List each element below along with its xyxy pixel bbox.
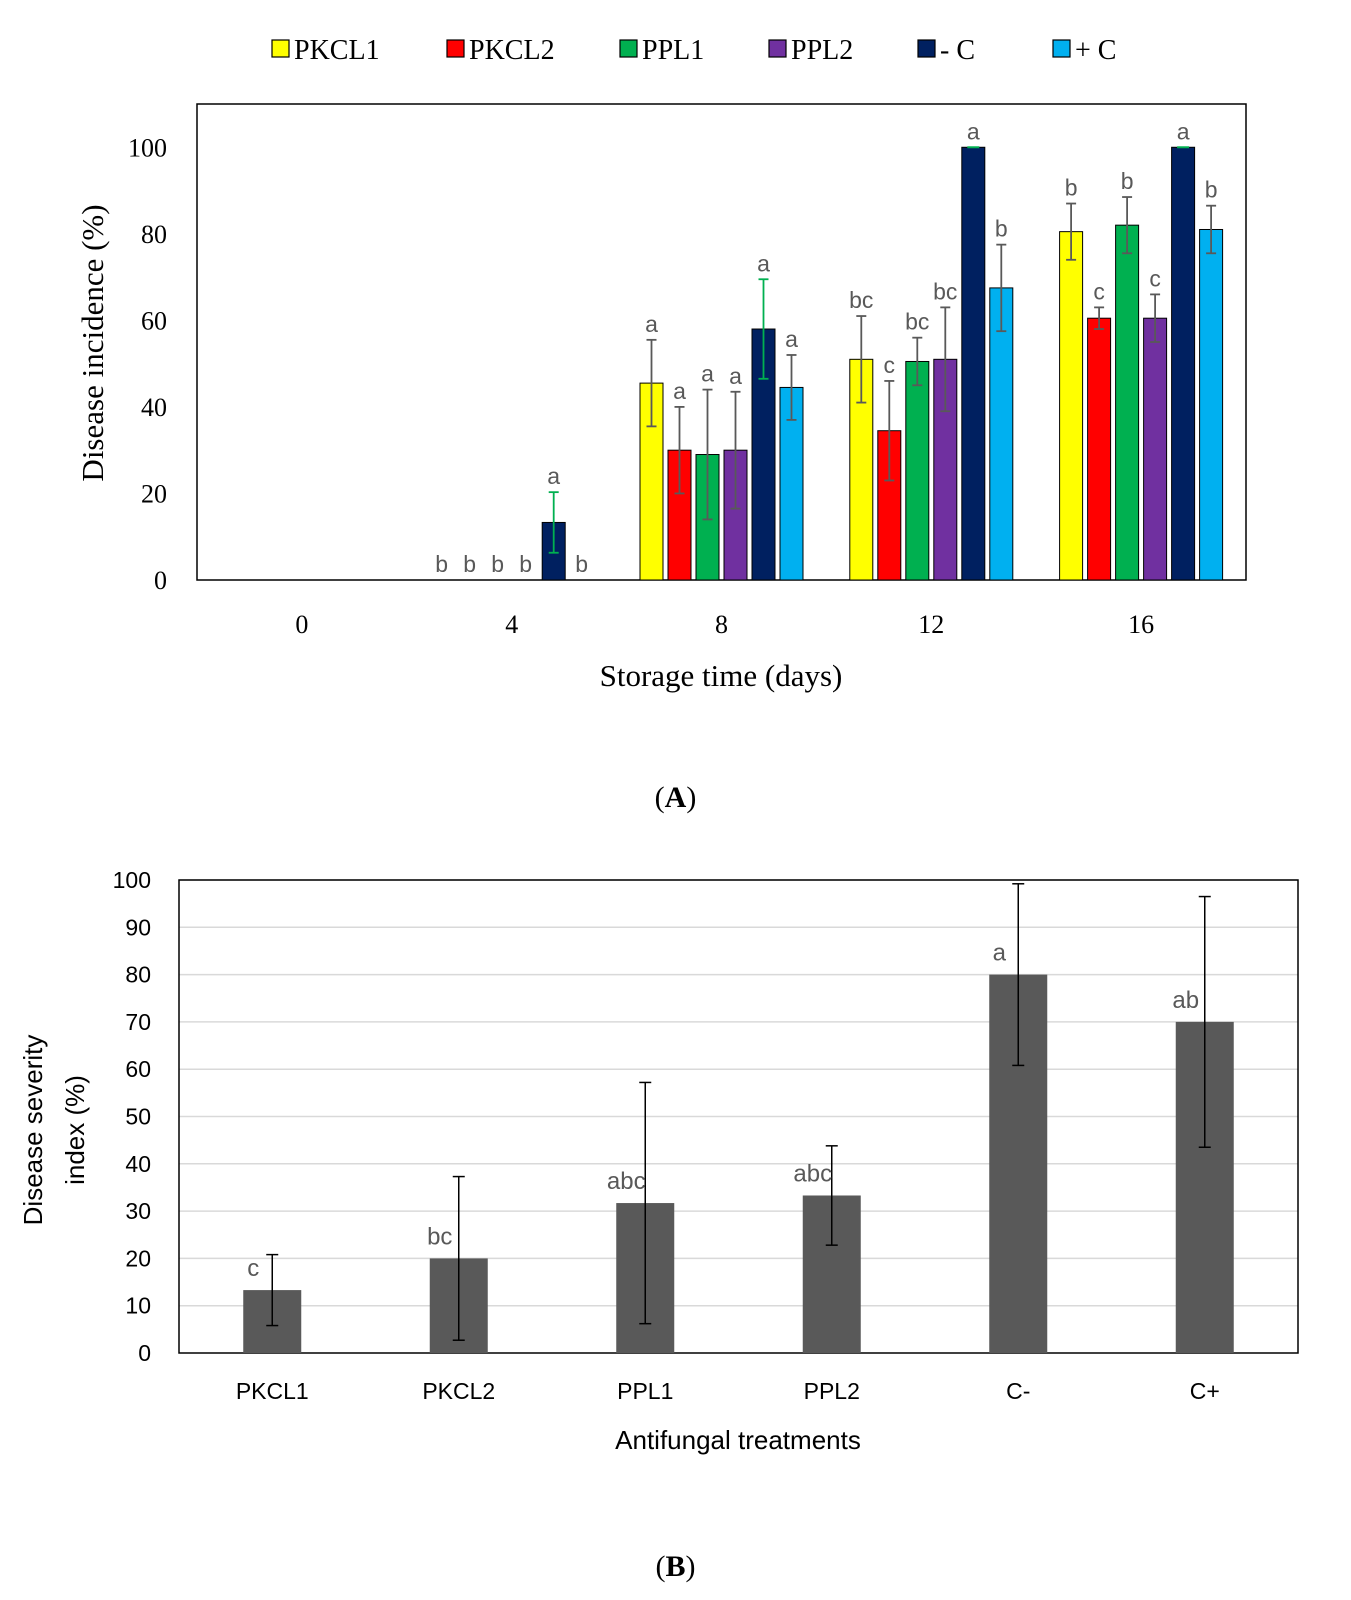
chart-a-legend-swatch bbox=[917, 39, 936, 58]
chart-a-legend-label: PKCL1 bbox=[294, 35, 380, 66]
chart-a-significance-letter: a bbox=[701, 361, 714, 387]
chart-b-x-tick-label: PPL2 bbox=[804, 1378, 860, 1404]
chart-b-plot-frame bbox=[178, 879, 1299, 1354]
panel-b-label-close: ) bbox=[685, 1550, 696, 1583]
chart-a-legend-label: - C bbox=[940, 35, 975, 66]
chart-a-significance-letter: c bbox=[884, 352, 896, 378]
chart-b-y-tick-label: 90 bbox=[125, 914, 151, 940]
chart-a-x-tick-label: 0 bbox=[295, 610, 308, 639]
chart-a-y-tick-label: 20 bbox=[141, 479, 167, 508]
panel-b-label: (B) bbox=[0, 1550, 1351, 1584]
chart-b-x-tick-label: C+ bbox=[1190, 1378, 1220, 1404]
chart-a-x-tick-label: 8 bbox=[715, 610, 728, 639]
chart-b-y-tick-label: 100 bbox=[113, 867, 151, 893]
chart-a-significance-letter: bc bbox=[849, 287, 873, 313]
chart-b-y-tick-label: 30 bbox=[125, 1198, 151, 1224]
chart-a-x-tick-label: 16 bbox=[1128, 610, 1154, 639]
chart-a-significance-letter: b bbox=[995, 216, 1008, 242]
chart-a-significance-letter: a bbox=[729, 363, 742, 389]
chart-b-y-tick-label: 40 bbox=[125, 1151, 151, 1177]
chart-a-significance-letter: c bbox=[1149, 265, 1161, 291]
chart-a-significance-letter: b bbox=[435, 551, 448, 577]
chart-a-legend-swatch bbox=[1052, 39, 1071, 58]
chart-a-significance-letter: a bbox=[673, 378, 686, 404]
chart-b-y-tick-label: 60 bbox=[125, 1056, 151, 1082]
panel-a-letter: A bbox=[664, 781, 687, 814]
chart-a-significance-letter: bc bbox=[933, 278, 957, 304]
chart-b-x-tick-label: C- bbox=[1006, 1378, 1030, 1404]
chart-b-y-tick-label: 0 bbox=[138, 1340, 151, 1366]
chart-a-legend-label: PPL2 bbox=[791, 35, 853, 66]
chart-a-significance-letter: b bbox=[575, 551, 588, 577]
chart-a-significance-letter: b bbox=[519, 551, 532, 577]
chart-a-legend-swatch bbox=[768, 39, 787, 58]
chart-a-plot-frame bbox=[196, 103, 1247, 581]
chart-b-significance-letter: c bbox=[247, 1255, 259, 1282]
chart-b-y-tick-label: 10 bbox=[125, 1293, 151, 1319]
chart-b-x-axis-title: Antifungal treatments bbox=[615, 1425, 861, 1455]
chart-a-significance-letter: b bbox=[1065, 175, 1078, 201]
chart-a-significance-letter: a bbox=[547, 463, 560, 489]
chart-a-significance-letter: bc bbox=[905, 309, 929, 335]
chart-a-x-axis-title: Storage time (days) bbox=[600, 658, 843, 693]
chart-a-significance-letter: b bbox=[491, 551, 504, 577]
chart-b-y-tick-label: 50 bbox=[125, 1104, 151, 1130]
chart-b-significance-letter: bc bbox=[427, 1223, 452, 1250]
chart-a-legend-label: PPL1 bbox=[642, 35, 704, 66]
chart-b-significance-letter: abc bbox=[793, 1160, 832, 1187]
chart-b-x-tick-label: PKCL2 bbox=[422, 1378, 495, 1404]
chart-a-y-axis-title: Disease incidence (%) bbox=[75, 204, 110, 481]
panel-b-letter: B bbox=[665, 1550, 686, 1583]
chart-a-significance-letter: a bbox=[785, 326, 798, 352]
chart-a-significance-letter: a bbox=[757, 250, 770, 276]
chart-b-y-tick-label: 80 bbox=[125, 962, 151, 988]
chart-a: 0 20 40 60 80 100 0 4 8 12 16 Storage time (days) Di… bbox=[75, 35, 1247, 693]
chart-b-x-tick-label: PPL1 bbox=[617, 1378, 673, 1404]
chart-a-y-tick-label: 0 bbox=[154, 566, 167, 595]
chart-b-y-tick-label: 70 bbox=[125, 1009, 151, 1035]
chart-a-significance-letter: b bbox=[1205, 177, 1218, 203]
panel-b-label-open: ( bbox=[655, 1550, 666, 1583]
panel-a-label-open: ( bbox=[654, 781, 665, 814]
chart-b-significance-letter: abc bbox=[607, 1168, 646, 1195]
chart-a-significance-letter: c bbox=[1093, 278, 1105, 304]
chart-b-significance-letter: ab bbox=[1172, 987, 1199, 1014]
chart-a-legend-label: PKCL2 bbox=[469, 35, 555, 66]
chart-a-significance-letter: a bbox=[967, 118, 980, 144]
chart-a-y-tick-label: 80 bbox=[141, 220, 167, 249]
chart-a-y-tick-label: 40 bbox=[141, 393, 167, 422]
chart-a-significance-letter: b bbox=[1121, 168, 1134, 194]
chart-a-legend-swatch bbox=[619, 39, 638, 58]
chart-a-legend-label: + C bbox=[1075, 35, 1116, 66]
chart-a-y-tick-label: 100 bbox=[128, 133, 167, 162]
panel-a-label: (A) bbox=[0, 781, 1351, 815]
chart-a-significance-letter: a bbox=[1177, 118, 1190, 144]
chart-a-significance-letter: b bbox=[463, 551, 476, 577]
chart-b-x-tick-label: PKCL1 bbox=[236, 1378, 309, 1404]
chart-b-y-axis-title-line2: index (%) bbox=[60, 1075, 90, 1185]
chart-a-significance-letter: a bbox=[645, 311, 658, 337]
chart-a-y-tick-label: 60 bbox=[141, 306, 167, 335]
chart-b-y-axis-title-line1: Disease severity bbox=[18, 1035, 48, 1226]
chart-a-legend-swatch bbox=[446, 39, 465, 58]
panel-a-label-close: ) bbox=[686, 781, 697, 814]
chart-a-legend-swatch bbox=[271, 39, 290, 58]
chart-b-y-tick-label: 20 bbox=[125, 1245, 151, 1271]
chart-a-x-tick-label: 4 bbox=[505, 610, 518, 639]
chart-b-significance-letter: a bbox=[993, 940, 1007, 967]
chart-a-x-tick-label: 12 bbox=[918, 610, 944, 639]
